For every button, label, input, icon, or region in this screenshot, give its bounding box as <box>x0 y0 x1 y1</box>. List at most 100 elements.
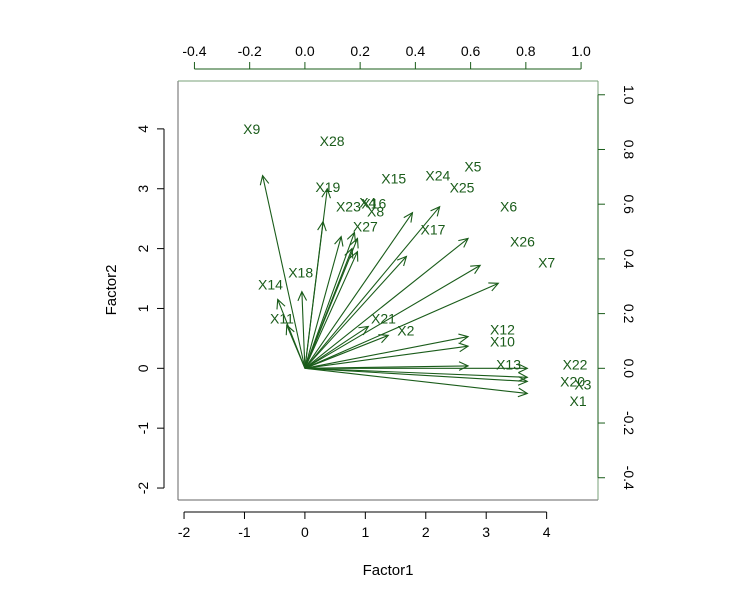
loading-arrow <box>304 325 370 369</box>
arrow-shaft <box>304 206 441 369</box>
top-tick-label: 0.2 <box>350 43 370 59</box>
loading-arrow <box>304 367 529 382</box>
variable-label: X9 <box>243 121 260 137</box>
loading-arrow <box>304 220 327 369</box>
variable-label: X14 <box>258 277 283 293</box>
arrow-head <box>470 264 482 274</box>
variable-label: X19 <box>315 179 340 195</box>
right-tick-label: -0.4 <box>621 466 637 490</box>
arrow-head <box>396 255 408 267</box>
y-tick-label: 4 <box>135 125 151 133</box>
loading-arrow <box>304 231 357 369</box>
loading-arrow <box>297 290 308 369</box>
variable-label: X27 <box>353 218 378 234</box>
arrow-shaft <box>301 291 306 369</box>
arrow-head <box>518 363 529 374</box>
arrow-shaft <box>304 248 353 369</box>
variable-label: X21 <box>371 311 396 327</box>
variable-label: X26 <box>510 233 535 249</box>
top-tick-label: -0.4 <box>182 43 206 59</box>
loading-arrow <box>304 255 408 369</box>
arrow-shaft <box>286 325 306 369</box>
arrow-shaft <box>304 221 324 369</box>
x-tick-label: 2 <box>422 524 430 540</box>
top-tick-label: 0.0 <box>295 43 315 59</box>
arrow-shaft <box>304 325 369 369</box>
arrow-head <box>488 282 500 292</box>
x-tick-label: -1 <box>238 524 251 540</box>
loading-arrow <box>259 174 306 369</box>
right-tick-label: 0.8 <box>621 140 637 160</box>
arrow-head <box>378 334 390 344</box>
arrow-shaft <box>304 367 528 383</box>
loading-arrow <box>304 211 414 369</box>
top-tick-label: 0.4 <box>406 43 426 59</box>
variable-label: X6 <box>500 199 517 215</box>
loading-arrow <box>304 282 500 369</box>
variable-label: X2 <box>397 323 414 339</box>
variable-label: X10 <box>490 333 515 349</box>
arrow-shaft <box>304 367 528 378</box>
y-tick-label: 1 <box>135 304 151 312</box>
loading-arrow <box>304 264 482 369</box>
arrow-head <box>346 231 357 243</box>
right-tick-label: -0.2 <box>621 411 637 435</box>
top-tick-label: -0.2 <box>238 43 262 59</box>
arrow-shaft <box>304 264 481 369</box>
y-tick-label: -2 <box>135 482 151 495</box>
loading-arrow <box>304 237 470 369</box>
arrow-head <box>259 174 270 186</box>
variable-label: X3 <box>574 376 591 392</box>
x-tick-label: 3 <box>482 524 490 540</box>
variable-label: X20 <box>560 373 585 389</box>
arrow-shaft <box>304 236 342 369</box>
loading-arrow <box>304 363 529 374</box>
loading-arrow <box>304 333 470 369</box>
loading-arrow <box>304 367 529 386</box>
arrow-head <box>297 290 308 302</box>
variable-label: X15 <box>381 171 406 187</box>
arrow-head <box>458 237 470 248</box>
loading-arrow <box>304 334 390 369</box>
top-tick-label: 1.0 <box>571 43 591 59</box>
variable-label: X24 <box>425 168 450 184</box>
arrow-head <box>517 387 529 398</box>
arrow-shaft <box>304 334 389 369</box>
variable-label: X23 <box>336 199 361 215</box>
arrow-shaft <box>304 256 407 369</box>
arrow-head <box>317 220 327 232</box>
variable-label: X28 <box>320 133 345 149</box>
loading-arrow <box>304 235 344 369</box>
arrow-head <box>458 361 470 371</box>
variable-label: X7 <box>538 254 555 270</box>
arrow-shaft <box>304 282 499 369</box>
loading-arrow <box>285 324 306 369</box>
y-tick-label: -1 <box>135 422 151 435</box>
arrow-head <box>517 372 529 382</box>
arrow-head <box>430 205 441 217</box>
y-tick-label: 0 <box>135 364 151 372</box>
x-tick-label: 1 <box>361 524 369 540</box>
arrow-head <box>321 187 331 199</box>
x-tick-label: 4 <box>543 524 551 540</box>
x-tick-label: -2 <box>178 524 191 540</box>
right-tick-label: 0.6 <box>621 194 637 214</box>
loading-arrow <box>304 367 529 398</box>
loading-arrow <box>304 205 441 369</box>
arrow-shaft <box>304 336 469 369</box>
y-tick-label: 3 <box>135 185 151 193</box>
arrow-shaft <box>304 237 469 369</box>
arrow-head <box>334 235 344 247</box>
variable-label: X16 <box>361 196 386 212</box>
loading-arrow <box>304 342 470 369</box>
arrow-shaft <box>304 212 413 369</box>
variable-label: X22 <box>563 357 588 373</box>
variable-label: X8 <box>367 203 384 219</box>
arrow-head <box>349 237 359 249</box>
right-tick-label: 0.4 <box>621 249 637 269</box>
arrow-shaft <box>304 367 528 395</box>
variable-label: X12 <box>490 321 515 337</box>
y-axis-title: Factor2 <box>103 265 120 316</box>
